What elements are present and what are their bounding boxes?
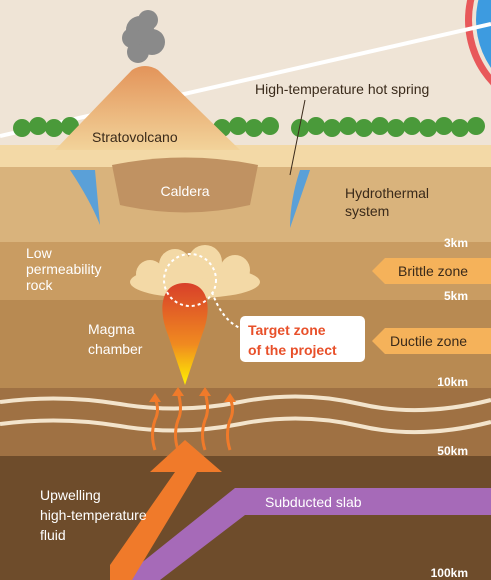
ductile-tag [372, 328, 491, 354]
label: Low [26, 245, 53, 261]
horizon-line [0, 22, 491, 138]
label: Brittle zone [398, 263, 468, 279]
depth: 50km [437, 444, 468, 458]
subducted-slab [120, 488, 491, 580]
cap-rock [130, 245, 260, 298]
label: of the project [248, 342, 337, 358]
smoke [122, 10, 165, 63]
break-line [0, 416, 491, 435]
leader [289, 99, 306, 176]
target-box [240, 316, 365, 362]
mantle-layer [0, 456, 491, 580]
globe [476, 0, 491, 68]
target-circle [163, 253, 217, 307]
heat-arrowheads [149, 387, 236, 402]
depth: 10km [437, 375, 468, 389]
label: High-temperature hot spring [255, 81, 429, 97]
label: Ductile zone [390, 333, 467, 349]
brittle-tag [372, 258, 491, 284]
label: Upwelling [40, 487, 101, 503]
label: Target zone [248, 322, 326, 338]
label: chamber [88, 341, 143, 357]
label: fluid [40, 527, 66, 543]
break-line [0, 394, 491, 413]
label: Hydrothermal [345, 185, 429, 201]
fluid-right [290, 170, 310, 228]
label: Stratovolcano [92, 129, 178, 145]
depth: 3km [444, 236, 468, 250]
upwelling-arrow [110, 440, 222, 580]
label: Magma [88, 321, 135, 337]
label: Subducted slab [265, 494, 362, 510]
fluid-left [70, 170, 100, 225]
label: rock [26, 277, 53, 293]
magma-chamber [162, 283, 208, 385]
depth: 100km [431, 566, 468, 580]
caldera [112, 157, 258, 213]
label: Caldera [160, 183, 209, 199]
stratovolcano [55, 66, 240, 150]
label: high-temperature [40, 507, 147, 523]
surface-layer [0, 145, 491, 167]
target-leader [211, 291, 241, 329]
label: system [345, 203, 389, 219]
depth: 5km [444, 289, 468, 303]
heat-arrows [151, 391, 234, 451]
label: permeability [26, 261, 101, 277]
